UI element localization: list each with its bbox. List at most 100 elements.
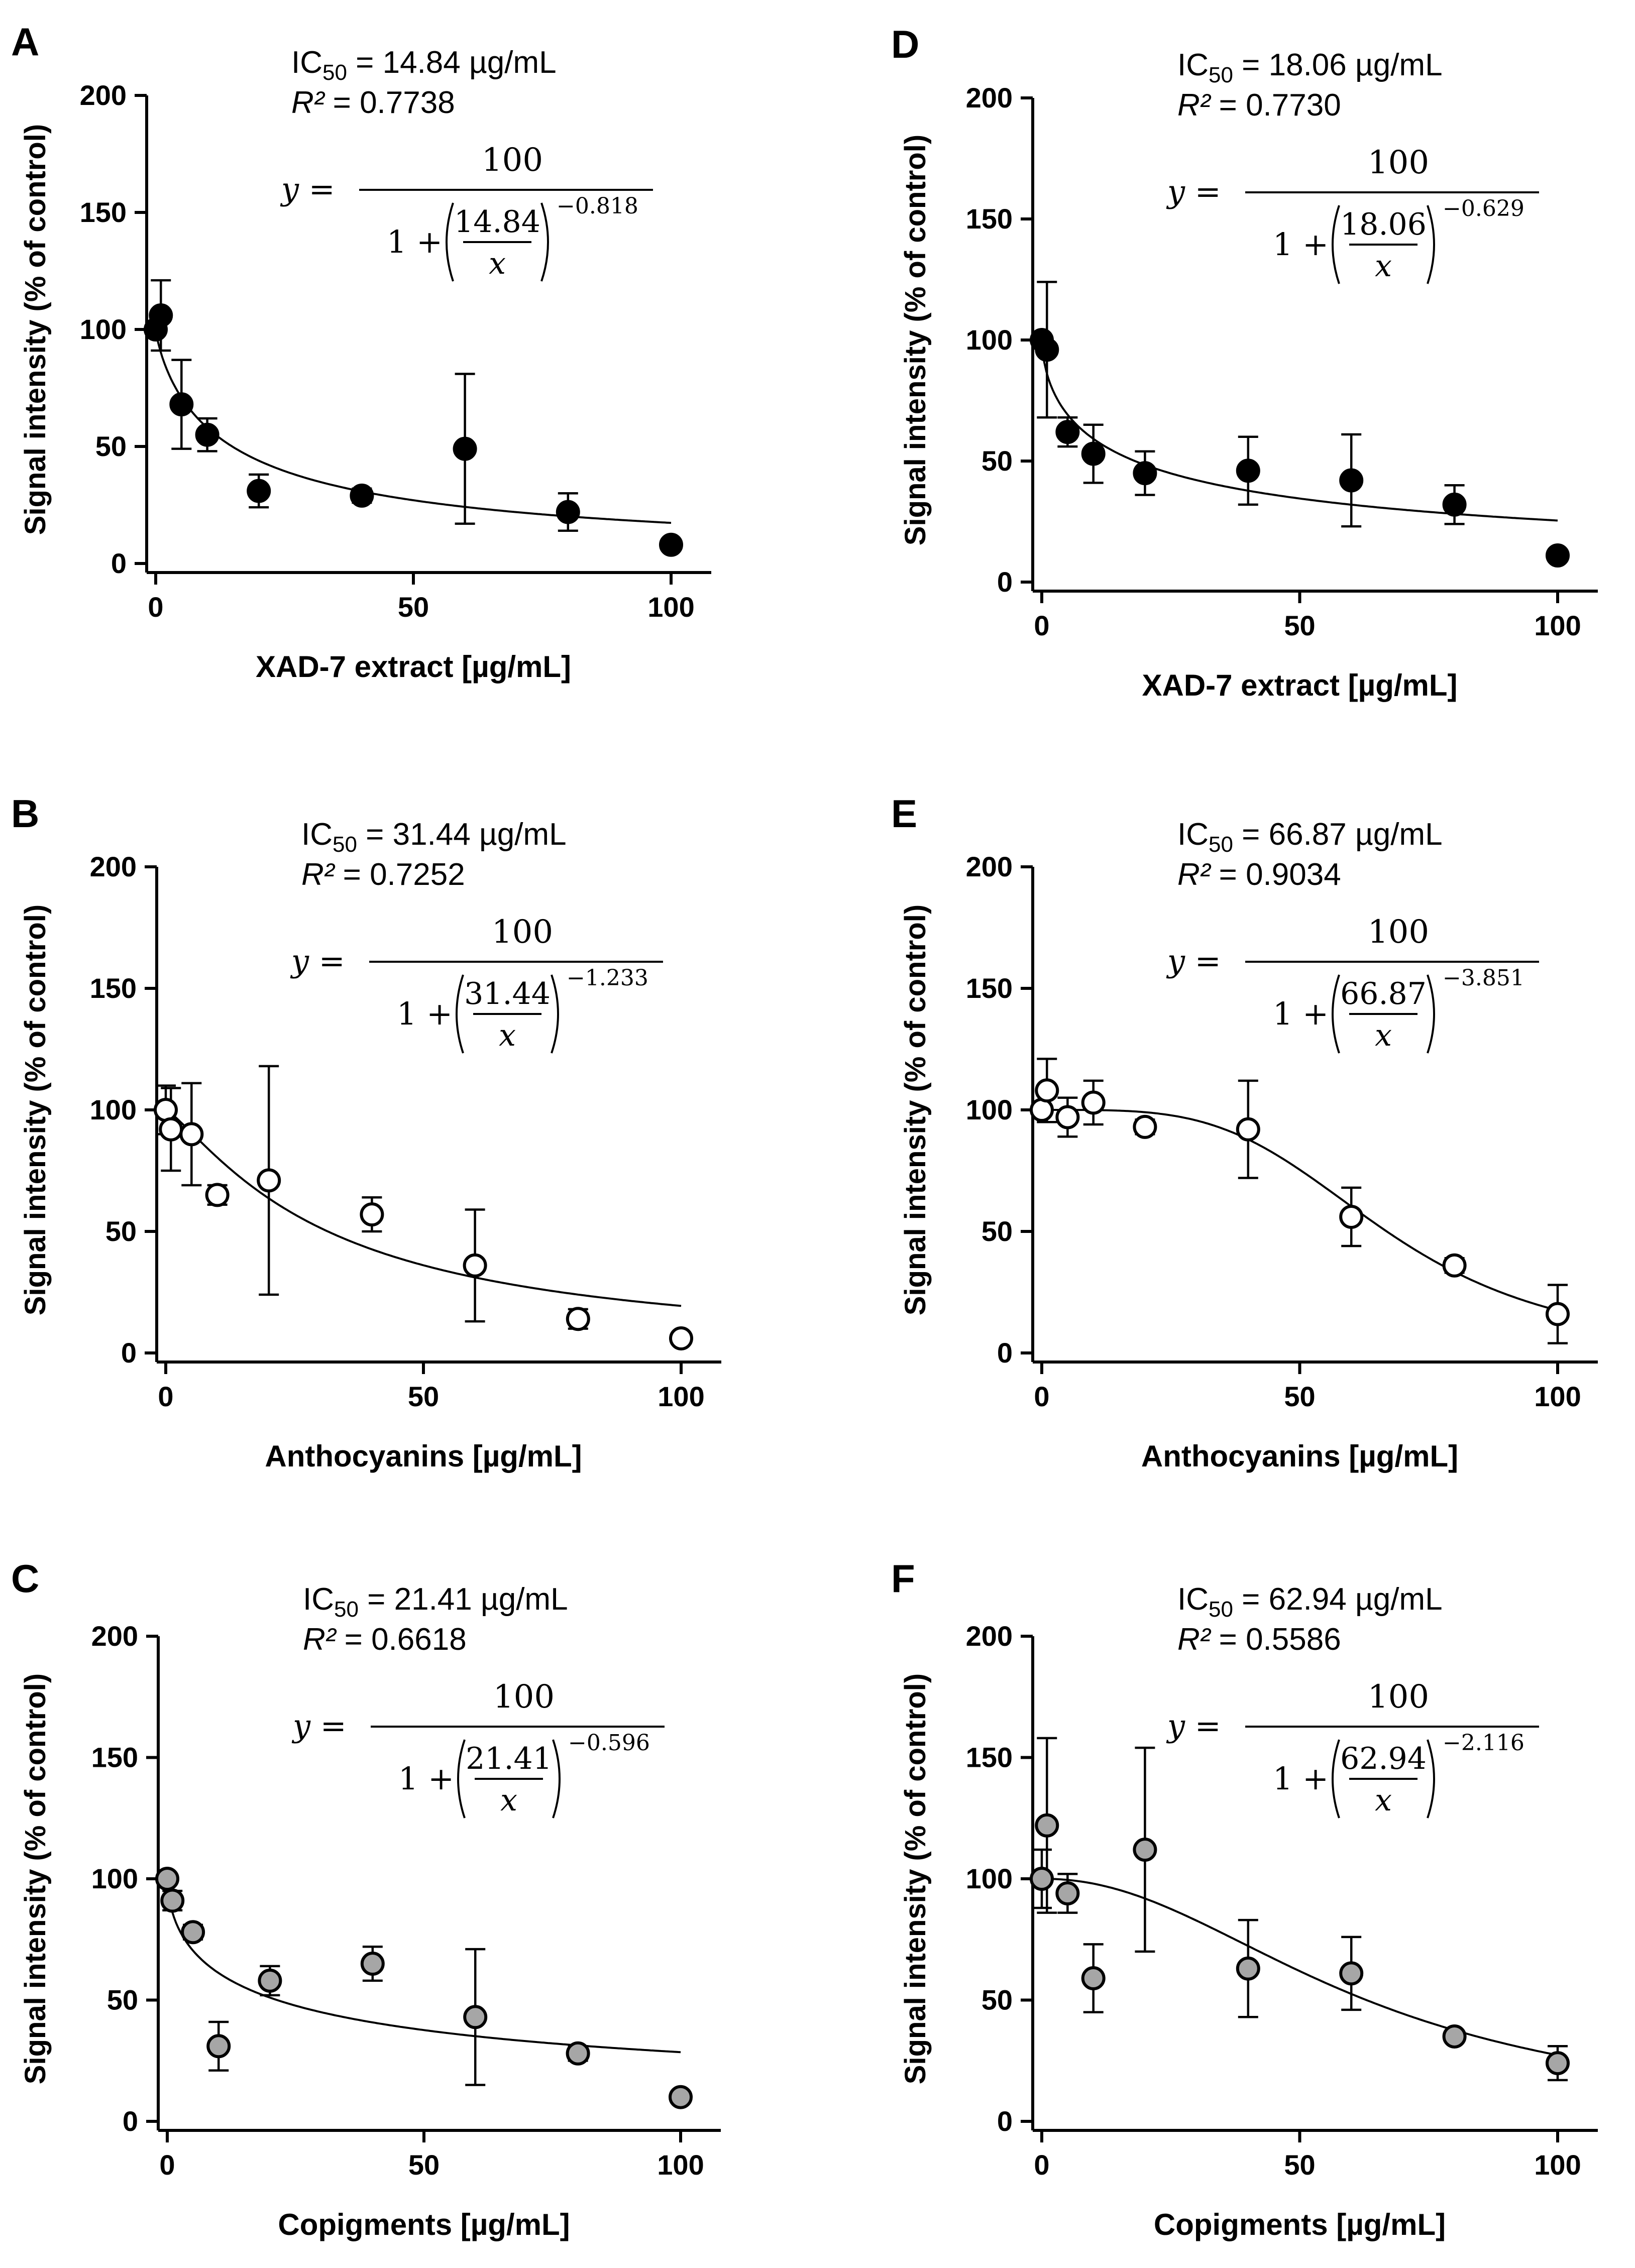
equation-y: y = xyxy=(1166,1708,1221,1744)
fit-curve xyxy=(1041,346,1558,522)
ic50-label: IC xyxy=(303,1582,334,1617)
y-tick-label: 0 xyxy=(997,566,1013,598)
equation-x: x xyxy=(499,1018,516,1053)
ic50-annotation: IC50 = 18.06 µg/mL xyxy=(1177,48,1443,87)
data-point xyxy=(659,532,683,557)
x-axis-title: Anthocyanins [µg/mL] xyxy=(265,1439,582,1473)
r2-annotation: R² = 0.5586 xyxy=(1177,1622,1341,1657)
panel-e: E 0 50 100 150 200 0 50 100 Anthocyanins [µg/mL] S… xyxy=(891,791,1598,1473)
panel-f: F 0 50 100 150 200 0 50 100 Copigments [µg/mL] Sig… xyxy=(891,1556,1598,2241)
y-tick-label: 0 xyxy=(997,1337,1013,1369)
panel-b: B 0 50 100 150 200 0 50 100 Anthocyanins [µg/mL] S… xyxy=(11,791,721,1473)
ic50-label: IC xyxy=(1177,1582,1209,1617)
equation-numerator: 100 xyxy=(493,1678,555,1716)
y-tick-label: 0 xyxy=(111,547,127,579)
data-point xyxy=(1081,1090,1106,1115)
y-tick-label: 200 xyxy=(80,79,127,111)
ic50-annotation: IC50 = 66.87 µg/mL xyxy=(1177,817,1443,857)
y-tick-label: 100 xyxy=(80,313,127,345)
ic50-value: = 66.87 µg/mL xyxy=(1233,817,1443,852)
data-point xyxy=(1035,1078,1059,1103)
r2-annotation: R² = 0.6618 xyxy=(303,1622,467,1657)
data-point xyxy=(169,392,194,417)
equation-one-plus: 1 + xyxy=(1273,226,1329,263)
ic50-subscript: 50 xyxy=(334,1597,359,1622)
equation-one-plus: 1 + xyxy=(387,223,443,260)
panel-d: D 0 50 100 150 200 0 50 100 XAD-7 extract [µg/mL]… xyxy=(891,22,1598,702)
panel-label: B xyxy=(11,791,39,836)
ic50-value: = 18.06 µg/mL xyxy=(1233,48,1443,82)
y-tick-label: 100 xyxy=(966,1094,1013,1125)
x-tick-label: 0 xyxy=(1034,2149,1049,2181)
ic50-value: = 14.84 µg/mL xyxy=(347,45,557,80)
left-paren xyxy=(456,974,464,1054)
y-axis-title: Signal intensity (% of control) xyxy=(19,124,52,535)
data-point xyxy=(195,422,220,447)
r2-label: R² xyxy=(1177,1622,1212,1657)
equation-ic50-value: 66.87 xyxy=(1340,976,1427,1011)
left-paren xyxy=(1332,1739,1340,1819)
equation-ic50-value: 21.41 xyxy=(466,1741,552,1776)
equation-x: x xyxy=(1375,1783,1392,1818)
r2-annotation: R² = 0.9034 xyxy=(1177,857,1341,892)
equation-exponent: −2.116 xyxy=(1443,1730,1524,1756)
y-tick-label: 50 xyxy=(105,1215,137,1247)
data-point xyxy=(206,2034,231,2059)
data-point xyxy=(154,1098,178,1122)
x-axis-title: XAD-7 extract [µg/mL] xyxy=(256,650,571,684)
data-point xyxy=(1055,1105,1080,1129)
panel-label: E xyxy=(891,791,917,836)
data-point xyxy=(257,1168,281,1193)
ic50-label: IC xyxy=(301,817,333,852)
data-point xyxy=(566,2041,590,2066)
r2-value: = 0.5586 xyxy=(1210,1622,1341,1657)
data-point xyxy=(1546,543,1570,568)
data-point xyxy=(556,500,580,524)
x-tick-label: 0 xyxy=(159,2149,175,2181)
equation-x: x xyxy=(1375,249,1392,284)
data-point xyxy=(350,483,374,508)
panel-label: A xyxy=(11,20,39,64)
y-tick-label: 100 xyxy=(90,1094,137,1125)
right-paren xyxy=(551,974,559,1054)
ic50-label: IC xyxy=(1177,817,1209,852)
fit-curve xyxy=(155,331,672,524)
data-point xyxy=(1035,337,1059,362)
equation-y: y = xyxy=(280,171,335,207)
data-point xyxy=(1081,441,1106,466)
y-tick-label: 150 xyxy=(966,1742,1013,1773)
data-point xyxy=(360,1952,385,1976)
ic50-label: IC xyxy=(291,45,322,80)
equation-numerator: 100 xyxy=(1368,144,1429,181)
r2-value: = 0.7730 xyxy=(1210,88,1341,123)
r2-value: = 0.7738 xyxy=(324,85,455,120)
ic50-value: = 31.44 µg/mL xyxy=(357,817,567,852)
y-tick-label: 200 xyxy=(966,1620,1013,1652)
y-axis-title: Signal intensity (% of control) xyxy=(899,904,932,1315)
data-point xyxy=(1442,2024,1467,2049)
y-axis-title: Signal intensity (% of control) xyxy=(899,1673,932,2084)
x-tick-label: 0 xyxy=(158,1381,173,1412)
ic50-label: IC xyxy=(1177,48,1209,82)
data-point xyxy=(1055,1881,1080,1905)
equation-ic50-value: 31.44 xyxy=(464,976,551,1011)
ic50-value: = 62.94 µg/mL xyxy=(1233,1582,1443,1617)
r2-value: = 0.6618 xyxy=(336,1622,466,1657)
data-point xyxy=(1133,461,1157,486)
equation-y: y = xyxy=(1166,943,1221,979)
ic50-annotation: IC50 = 31.44 µg/mL xyxy=(301,817,567,857)
y-tick-label: 150 xyxy=(91,1742,138,1773)
r2-label: R² xyxy=(291,85,325,120)
equation-y: y = xyxy=(1166,173,1221,210)
fit-equation: y = 100 1 + 66.87 x −3.851 xyxy=(1166,914,1539,1054)
data-point xyxy=(181,1920,205,1945)
r2-annotation: R² = 0.7730 xyxy=(1177,88,1341,123)
y-tick-label: 0 xyxy=(121,1337,137,1369)
data-point xyxy=(149,303,173,328)
y-tick-label: 50 xyxy=(982,445,1013,477)
data-point xyxy=(205,1183,230,1207)
y-tick-label: 100 xyxy=(966,324,1013,356)
y-axis-title: Signal intensity (% of control) xyxy=(899,135,932,545)
r2-label: R² xyxy=(303,1622,337,1657)
